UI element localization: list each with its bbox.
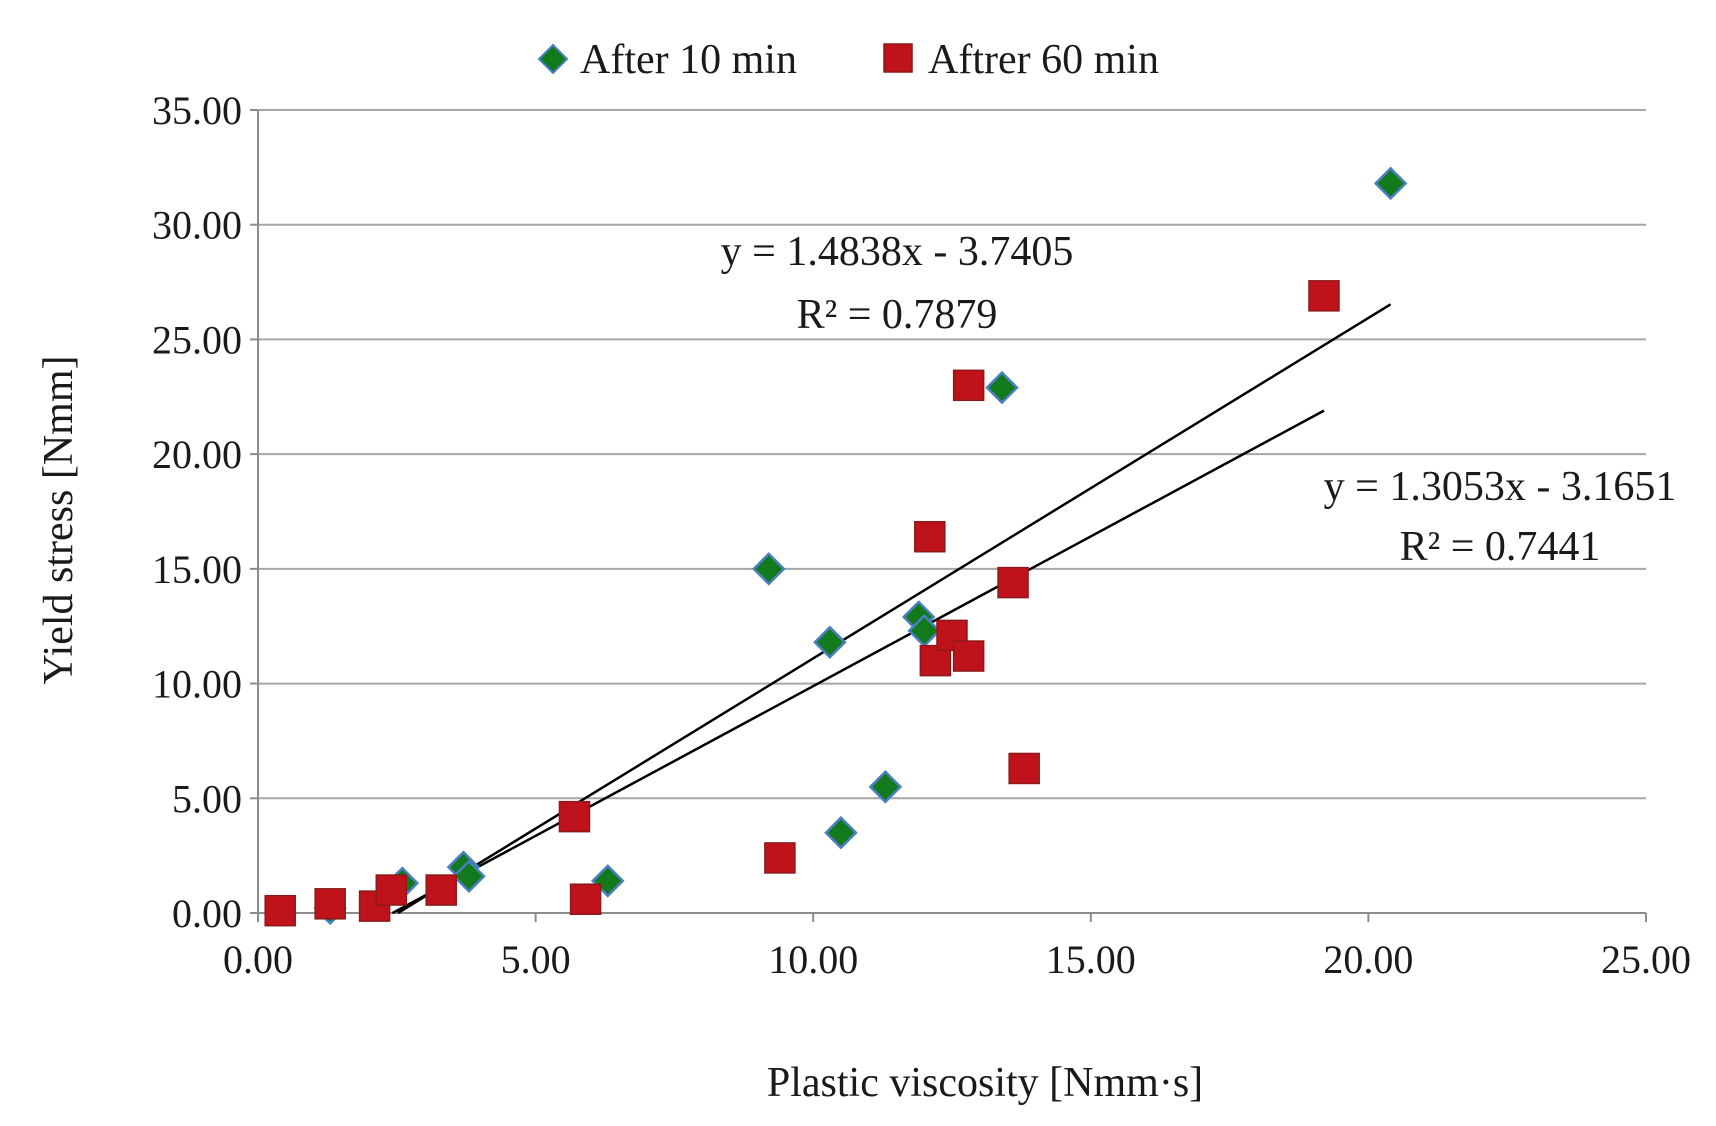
y-tick-label: 35.00 xyxy=(152,88,242,133)
legend-marker-square xyxy=(883,43,913,73)
trendline-equation-60-min: y = 1.3053x - 3.1651 xyxy=(1324,464,1677,510)
grid-lines xyxy=(258,109,1646,800)
legend-item-after-60-min: Aftrer 60 min xyxy=(883,37,1159,83)
data-point-after-60-min xyxy=(1308,280,1340,312)
data-point-after-10-min xyxy=(452,859,486,894)
axes: 0.00 5.00 10.00 15.00 20.00 25.00 30.00 35.00 0.… xyxy=(152,88,1691,982)
x-tick-label: 10.00 xyxy=(768,937,858,982)
x-tick-label: 5.00 xyxy=(501,937,571,982)
data-point-after-60-min xyxy=(375,874,407,906)
trendline-equation-10-min: y = 1.4838x - 3.7405 xyxy=(721,229,1074,275)
data-point-after-10-min xyxy=(868,770,903,804)
y-tick-label: 15.00 xyxy=(152,547,242,592)
y-tick-label: 5.00 xyxy=(172,776,242,821)
data-point-after-60-min xyxy=(425,874,457,906)
data-point-after-10-min xyxy=(824,815,858,850)
legend-label-after-10-min: After 10 min xyxy=(580,37,797,83)
trendlines xyxy=(391,303,1392,915)
y-tick-label: 30.00 xyxy=(152,203,242,248)
data-point-after-60-min xyxy=(264,894,296,927)
y-tick-label: 10.00 xyxy=(152,662,242,707)
trendline-60-min xyxy=(391,409,1325,915)
data-point-after-60-min xyxy=(558,800,591,833)
legend-label-after-60-min: Aftrer 60 min xyxy=(928,37,1159,83)
data-points xyxy=(264,166,1408,927)
data-point-after-60-min xyxy=(764,842,796,874)
data-point-after-60-min xyxy=(952,640,985,672)
trendline-r2-60-min: R² = 0.7441 xyxy=(1400,524,1601,570)
data-point-after-10-min xyxy=(985,370,1019,405)
y-tick-label: 25.00 xyxy=(152,317,242,362)
legend-item-after-10-min: After 10 min xyxy=(537,37,797,83)
data-point-after-60-min xyxy=(569,883,602,915)
labels: Plastic viscosity [Nmm·s] Yield stress [… xyxy=(36,37,1676,1106)
data-point-after-60-min xyxy=(1008,752,1040,785)
legend: After 10 min Aftrer 60 min xyxy=(537,37,1159,83)
trendline-r2-10-min: R² = 0.7879 xyxy=(797,292,998,338)
legend-marker-diamond xyxy=(537,43,569,75)
data-point-after-10-min xyxy=(1373,166,1408,201)
y-tick-label: 20.00 xyxy=(152,432,242,477)
data-point-after-60-min xyxy=(914,520,946,553)
x-axis-title: Plastic viscosity [Nmm·s] xyxy=(767,1060,1203,1106)
data-point-after-60-min xyxy=(314,888,346,920)
x-tick-label: 25.00 xyxy=(1601,937,1691,982)
data-point-after-60-min xyxy=(997,566,1029,599)
y-tick-label: 0.00 xyxy=(172,891,242,936)
x-tick-label: 15.00 xyxy=(1046,937,1136,982)
data-point-after-10-min xyxy=(813,625,847,660)
data-point-after-60-min xyxy=(952,369,985,402)
x-tick-label: 20.00 xyxy=(1323,937,1413,982)
y-axis-title: Yield stress [Nmm] xyxy=(36,356,82,685)
x-tick-label: 0.00 xyxy=(223,937,293,982)
trendline-10-min xyxy=(397,303,1392,915)
data-point-after-10-min xyxy=(752,552,786,586)
